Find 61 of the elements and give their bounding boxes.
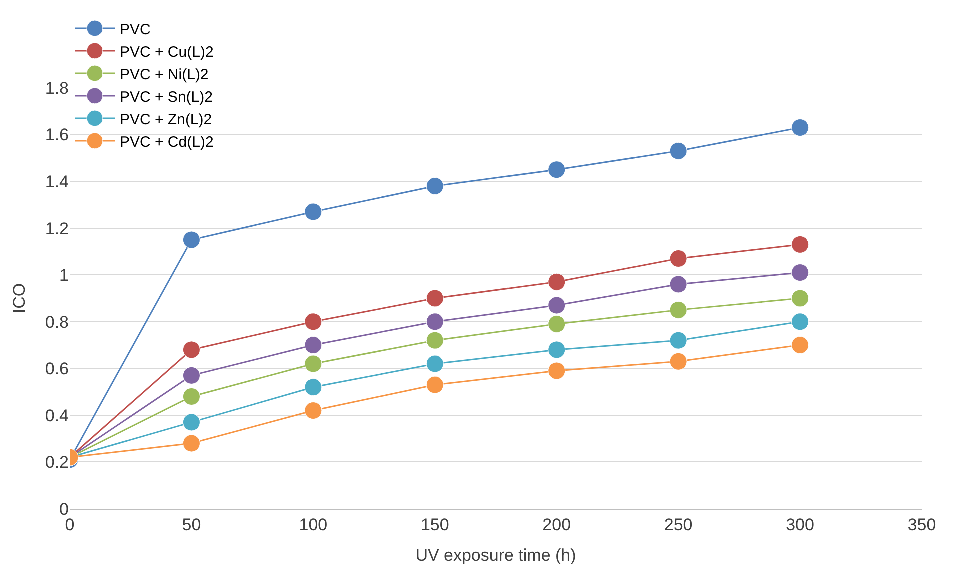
point	[792, 264, 810, 282]
x-tick-label: 200	[542, 515, 572, 534]
x-tick-label: 300	[786, 515, 814, 534]
x-axis-title: UV exposure time (h)	[416, 546, 576, 565]
point	[426, 177, 444, 195]
point	[182, 231, 200, 249]
legend-label: PVC + Cu(L)2	[120, 44, 214, 61]
point	[182, 366, 200, 384]
point	[304, 336, 322, 354]
x-tick-label: 150	[420, 515, 450, 534]
point	[426, 313, 444, 331]
point	[182, 341, 200, 359]
point	[426, 376, 444, 394]
legend-label: PVC + Ni(L)2	[120, 66, 209, 84]
point	[792, 336, 810, 354]
legend-label: PVC + Cd(L)2	[120, 134, 214, 151]
y-tick-label: 1.6	[45, 126, 69, 145]
point	[670, 301, 688, 319]
point	[426, 290, 444, 308]
point	[304, 355, 322, 373]
y-tick-label: 1.2	[45, 219, 69, 238]
x-tick-label: 100	[299, 515, 328, 534]
y-axis-title: ICO	[10, 283, 29, 314]
point	[304, 203, 322, 221]
x-tick-label: 250	[664, 515, 693, 534]
point	[670, 142, 688, 160]
y-tick-label: 1.8	[45, 78, 69, 98]
point	[792, 313, 810, 331]
point	[548, 161, 566, 179]
point	[426, 332, 444, 350]
point	[670, 332, 688, 350]
point	[182, 388, 200, 406]
legend-label: PVC	[120, 21, 152, 38]
point	[426, 355, 444, 373]
legend-label: PVC + Zn(L)2	[120, 111, 212, 128]
point	[792, 119, 810, 136]
point	[548, 362, 566, 380]
point	[792, 236, 810, 254]
y-tick-label: 1	[60, 266, 69, 286]
y-tick-label: 0.8	[45, 312, 69, 332]
point	[670, 250, 688, 268]
point	[548, 315, 566, 333]
point	[670, 276, 688, 294]
point	[548, 296, 566, 314]
y-tick-label: 0.6	[45, 360, 69, 379]
point	[792, 290, 810, 308]
point	[548, 341, 566, 359]
point	[548, 273, 566, 291]
point	[304, 378, 322, 396]
y-tick-label: 0.2	[45, 453, 69, 472]
y-tick-label: 1.4	[45, 172, 69, 192]
legend-label: PVC + Sn(L)2	[120, 88, 213, 106]
x-tick-label: 50	[182, 515, 202, 534]
point	[182, 434, 200, 452]
y-tick-label: 0.4	[45, 406, 69, 426]
point	[670, 352, 688, 370]
point	[182, 414, 200, 432]
x-tick-label: 350	[908, 515, 936, 534]
point	[304, 402, 322, 420]
y-tick-label: 0	[60, 500, 69, 519]
point	[304, 313, 322, 331]
